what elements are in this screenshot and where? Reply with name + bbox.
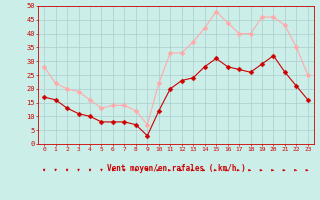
X-axis label: Vent moyen/en rafales ( km/h ): Vent moyen/en rafales ( km/h ) xyxy=(107,164,245,173)
